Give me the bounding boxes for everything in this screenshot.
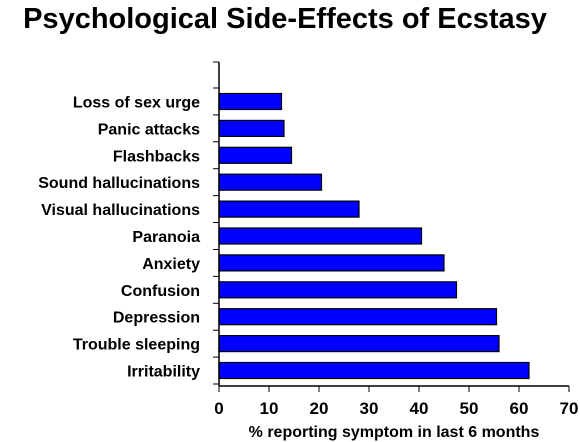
bar-9	[218, 335, 500, 353]
x-tick-label-1: 10	[260, 399, 279, 418]
bar-1	[218, 119, 285, 138]
bar-6	[218, 254, 445, 272]
x-tick-label-5: 50	[460, 399, 479, 418]
bar-10	[218, 361, 530, 380]
category-label-3: Sound hallucinations	[38, 175, 200, 192]
bar-3	[218, 173, 323, 191]
category-label-6: Anxiety	[142, 256, 200, 273]
x-tick-label-0: 0	[214, 399, 223, 418]
x-tick-label-7: 70	[560, 399, 579, 418]
x-tick-label-2: 20	[310, 399, 329, 418]
category-label-5: Paranoia	[132, 229, 200, 246]
category-label-10: Irritability	[127, 364, 200, 381]
category-label-4: Visual hallucinations	[41, 202, 200, 219]
x-tick-label-3: 30	[360, 399, 379, 418]
x-axis-title: % reporting symptom in last 6 months	[249, 424, 540, 441]
bars-group	[218, 92, 530, 380]
category-label-9: Trouble sleeping	[73, 337, 200, 354]
bar-2	[218, 146, 293, 164]
bar-5	[218, 227, 423, 245]
axes-group	[213, 61, 570, 392]
category-label-0: Loss of sex urge	[73, 95, 200, 112]
bar-8	[218, 308, 498, 326]
x-tick-labels: 0 10 20 30 40 50 60 70	[214, 399, 578, 418]
bar-0	[218, 92, 283, 111]
bar-7	[218, 281, 458, 299]
category-label-8: Depression	[113, 310, 200, 327]
category-label-2: Flashbacks	[113, 148, 200, 165]
x-tick-label-4: 40	[410, 399, 429, 418]
category-labels: Loss of sex urge Panic attacks Flashbacks S…	[38, 95, 200, 381]
category-label-7: Confusion	[121, 283, 200, 300]
category-label-1: Panic attacks	[98, 121, 200, 138]
x-tick-label-6: 60	[510, 399, 529, 418]
chart-title: Psychological Side-Effects of Ecstasy	[23, 3, 547, 35]
bar-4	[218, 200, 360, 218]
